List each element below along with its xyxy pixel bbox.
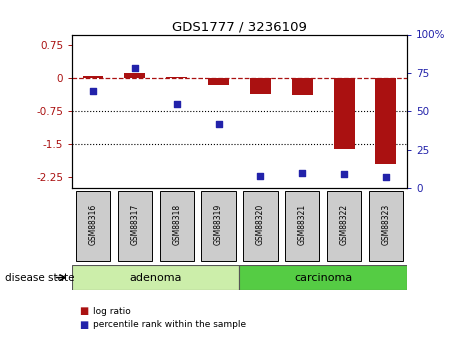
Text: GSM88322: GSM88322 [339,204,349,245]
Text: disease state: disease state [5,273,74,283]
Text: GSM88317: GSM88317 [130,204,140,245]
Bar [124,73,145,78]
FancyBboxPatch shape [72,265,239,290]
Bar [333,78,354,149]
Point [340,171,348,177]
Text: carcinoma: carcinoma [294,273,352,283]
Text: GSM88321: GSM88321 [298,204,307,245]
Text: GSM88320: GSM88320 [256,204,265,245]
Bar [376,78,396,164]
Point [173,101,180,106]
FancyBboxPatch shape [239,265,407,290]
FancyBboxPatch shape [118,191,152,261]
Point [131,66,139,71]
Point [382,175,390,180]
Bar [292,78,312,95]
FancyBboxPatch shape [369,191,403,261]
Text: GSM88319: GSM88319 [214,204,223,245]
Bar [82,76,103,78]
FancyBboxPatch shape [243,191,278,261]
Bar [250,78,271,94]
Text: adenoma: adenoma [130,273,182,283]
Point [299,170,306,176]
Text: GSM88323: GSM88323 [381,204,391,245]
Text: percentile rank within the sample: percentile rank within the sample [93,321,246,329]
Point [89,89,97,94]
FancyBboxPatch shape [76,191,110,261]
FancyBboxPatch shape [159,191,194,261]
Text: GSM88316: GSM88316 [88,204,98,245]
Point [257,173,264,178]
Text: log ratio: log ratio [93,307,131,316]
FancyBboxPatch shape [201,191,236,261]
Bar [208,78,229,85]
FancyBboxPatch shape [327,191,361,261]
Text: ■: ■ [79,320,88,330]
Bar [166,77,187,78]
FancyBboxPatch shape [285,191,319,261]
Title: GDS1777 / 3236109: GDS1777 / 3236109 [172,20,307,33]
Point [215,121,222,126]
Text: GSM88318: GSM88318 [172,204,181,245]
Text: ■: ■ [79,306,88,316]
